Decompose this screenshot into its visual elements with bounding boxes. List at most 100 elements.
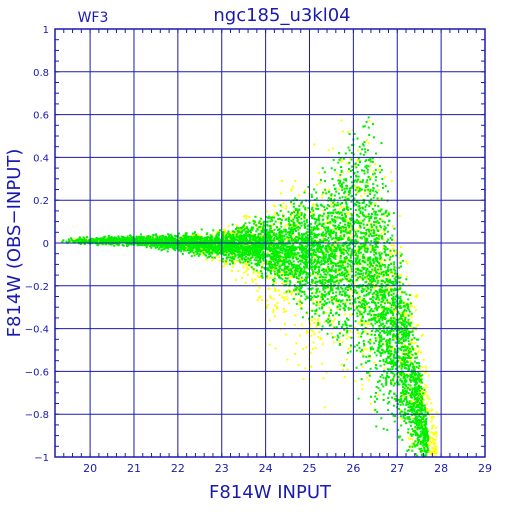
data-point: [415, 365, 418, 368]
data-point: [366, 267, 369, 270]
data-point: [371, 293, 374, 296]
data-point: [311, 274, 313, 277]
data-point: [268, 229, 271, 232]
data-point: [269, 244, 272, 247]
data-point: [265, 305, 268, 308]
data-point: [193, 254, 196, 257]
data-point: [425, 402, 428, 405]
data-point: [379, 224, 382, 227]
data-point: [309, 351, 312, 354]
data-point: [408, 420, 411, 423]
data-point: [414, 309, 417, 312]
data-point: [222, 265, 225, 268]
data-point: [272, 278, 274, 281]
data-point: [371, 235, 374, 238]
data-point: [397, 347, 400, 350]
data-point: [368, 281, 371, 283]
data-point: [324, 180, 326, 182]
data-point: [337, 224, 340, 227]
data-point: [378, 271, 381, 274]
data-point: [316, 271, 319, 274]
data-point: [405, 305, 408, 308]
data-point: [403, 314, 406, 317]
data-point: [333, 317, 336, 320]
data-point: [393, 301, 396, 304]
data-point: [318, 314, 321, 317]
data-point: [376, 397, 378, 400]
data-point: [421, 398, 424, 401]
data-point: [365, 214, 368, 217]
data-point: [413, 306, 416, 309]
data-point: [272, 204, 275, 207]
data-point: [303, 215, 306, 218]
data-point: [299, 300, 302, 303]
data-point: [313, 276, 316, 279]
data-point: [385, 322, 388, 325]
data-point: [232, 265, 235, 268]
data-point: [386, 283, 389, 286]
data-point: [258, 221, 261, 224]
data-point: [395, 275, 398, 278]
data-point: [392, 316, 395, 319]
data-point: [389, 249, 392, 252]
data-point: [239, 247, 242, 250]
data-point: [273, 281, 275, 284]
data-point: [222, 251, 225, 254]
data-point: [322, 231, 325, 234]
data-point: [303, 233, 306, 236]
data-point: [296, 219, 299, 222]
data-point: [399, 409, 402, 411]
data-point: [422, 404, 425, 407]
data-point: [386, 374, 389, 377]
data-point: [290, 202, 293, 205]
data-point: [315, 225, 318, 228]
data-point: [341, 160, 343, 163]
data-point: [425, 430, 428, 433]
data-point: [276, 263, 279, 266]
data-point: [335, 239, 338, 242]
data-point: [236, 233, 239, 236]
data-point: [312, 291, 315, 294]
data-point: [293, 202, 296, 205]
data-point: [324, 281, 327, 284]
data-point: [339, 268, 342, 271]
data-point: [307, 232, 310, 235]
data-point: [409, 357, 412, 359]
data-point: [293, 276, 295, 279]
data-point: [406, 346, 409, 349]
data-point: [267, 247, 270, 250]
data-point: [190, 255, 193, 258]
data-point: [432, 415, 435, 418]
data-point: [263, 232, 266, 235]
data-point: [285, 284, 288, 286]
data-point: [306, 312, 309, 315]
data-point: [297, 293, 300, 295]
data-point: [281, 274, 284, 277]
data-point: [281, 257, 283, 260]
data-point: [309, 284, 312, 286]
data-point: [292, 245, 295, 248]
data-point: [291, 225, 294, 228]
data-point: [70, 239, 73, 242]
data-point: [393, 265, 396, 268]
data-point: [218, 259, 221, 262]
data-point: [328, 306, 331, 309]
data-point: [334, 217, 337, 220]
data-point: [424, 383, 427, 386]
data-point: [304, 271, 307, 274]
data-point: [321, 257, 324, 260]
data-point: [351, 216, 354, 219]
data-point: [342, 247, 345, 249]
data-point: [282, 269, 285, 272]
data-point: [252, 226, 255, 229]
data-point: [296, 211, 299, 214]
data-point: [414, 348, 417, 351]
data-point: [307, 254, 310, 257]
data-point: [235, 238, 238, 241]
data-point: [311, 253, 314, 256]
data-point: [432, 433, 435, 436]
data-point: [383, 308, 386, 311]
data-point: [409, 314, 412, 317]
data-point: [387, 346, 390, 349]
data-point: [347, 220, 350, 223]
